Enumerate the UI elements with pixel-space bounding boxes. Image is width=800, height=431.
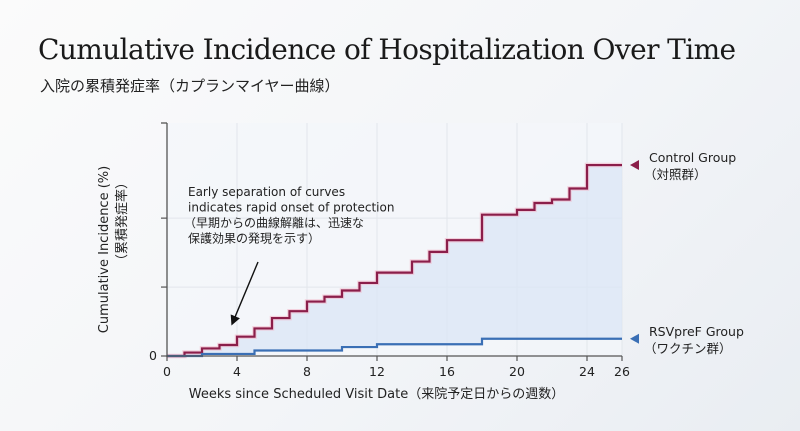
axes <box>161 122 622 357</box>
x-ticks: 0 4 8 12 16 20 24 26 <box>163 356 630 379</box>
series-line-control <box>167 163 622 358</box>
series-line-rsvpref <box>167 337 622 358</box>
annotation: Early separation of curves indicates rapi… <box>184 185 394 326</box>
annotation-text-line: indicates rapid onset of protection <box>188 201 394 215</box>
y-axis-label-jp: （累積発症率） <box>114 176 130 267</box>
legend-marker-control <box>630 160 639 171</box>
x-tick-label: 0 <box>163 364 171 379</box>
chart-subtitle: 入院の累積発症率（カプランマイヤー曲線） <box>40 77 340 95</box>
legend-label-control: Control Group <box>649 150 736 165</box>
legend: Control Group （対照群） RSVpreF Group （ワクチン群） <box>630 150 744 356</box>
x-tick-label: 24 <box>579 364 595 379</box>
annotation-text-line: Early separation of curves <box>188 185 345 199</box>
x-tick-label: 12 <box>369 364 385 379</box>
area-between-curves <box>167 165 622 356</box>
annotation-arrow <box>230 261 259 326</box>
legend-marker-rsvpref <box>630 333 639 344</box>
y-tick-label: 0 <box>149 348 157 363</box>
annotation-text-line: 保護効果の発現を示す） <box>188 231 320 246</box>
x-tick-label: 4 <box>233 364 241 379</box>
legend-label-jp-rsvpref: （ワクチン群） <box>644 341 732 356</box>
x-tick-label: 8 <box>303 364 311 379</box>
fill-between-curves <box>167 165 622 356</box>
y-axis-label: Cumulative Incidence (%) <box>97 166 112 333</box>
y-axis-label-group: Cumulative Incidence (%) （累積発症率） <box>97 166 130 333</box>
x-tick-label: 16 <box>439 364 455 379</box>
legend-label-rsvpref: RSVpreF Group <box>649 324 744 339</box>
x-axis-label: Weeks since Scheduled Visit Date（来院予定日から… <box>189 387 564 402</box>
y-ticks: 0 <box>149 217 167 363</box>
x-tick-label: 26 <box>614 364 630 379</box>
annotation-text-line: （早期からの曲線解離は、迅速な <box>184 215 364 230</box>
x-tick-label: 20 <box>509 364 525 379</box>
legend-label-jp-control: （対照群） <box>644 167 707 182</box>
series-layer <box>166 162 623 359</box>
chart-title: Cumulative Incidence of Hospitalization … <box>38 33 736 66</box>
